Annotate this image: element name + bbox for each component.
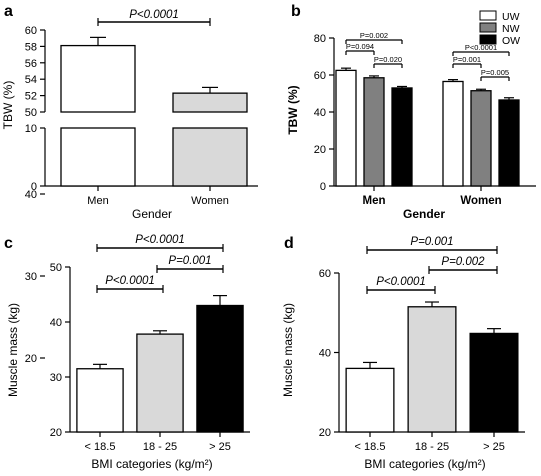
panel-b-label: b [291, 3, 301, 20]
y-tick-label: 30 [50, 372, 62, 384]
p-value-label: P<0.0001 [135, 234, 185, 246]
bar [407, 306, 457, 433]
panel-b-xlabel: Gender [403, 207, 445, 221]
y-tick-label: 60 [314, 70, 326, 82]
y-tick-label: 0 [320, 181, 326, 193]
p-value-label: P<0.0001 [129, 9, 179, 21]
p-value-label: P=0.001 [453, 55, 481, 64]
bar-lower [172, 127, 248, 187]
p-value-label: P=0.020 [374, 55, 402, 64]
bar [76, 368, 124, 433]
y-tick-label: 56 [25, 58, 37, 70]
y-tick-label: 50 [50, 262, 62, 274]
y-tick-label: 40 [25, 189, 37, 201]
y-tick-label: 20 [25, 353, 37, 365]
y-tick-label: 60 [319, 268, 331, 280]
bar [136, 333, 184, 433]
x-tick-label: > 25 [209, 441, 231, 453]
panel-d-ylabel: Muscle mass (kg) [281, 303, 295, 397]
legend-swatch [479, 10, 497, 21]
p-value-label: P=0.094 [346, 42, 374, 51]
panel-c-label: c [4, 235, 13, 252]
y-tick-label: 80 [314, 33, 326, 45]
x-tick-label: Women [191, 195, 229, 207]
bar [470, 90, 492, 187]
panel-b: b TBW (%) Gender 0 20 40 60 80 Men Women P=0.00… [286, 3, 536, 221]
y-tick-label: 58 [25, 41, 37, 53]
legend-swatch [479, 34, 497, 45]
y-tick-label: 10 [25, 123, 37, 135]
y-tick-label: 0 [31, 181, 37, 193]
p-value-label: P<0.0001 [105, 275, 155, 287]
panel-a-plot: 0 10 20 30 40 50 52 54 56 58 60 Men Women P<0.0001 [25, 9, 258, 365]
x-tick-label: > 25 [483, 441, 505, 453]
y-tick-label: 40 [50, 317, 62, 329]
panel-a-xlabel: Gender [132, 207, 172, 221]
bar [442, 80, 464, 187]
p-value-label: P=0.002 [441, 256, 485, 268]
legend-label: OW [502, 35, 520, 47]
bar [196, 304, 244, 433]
x-tick-label: Men [87, 195, 108, 207]
x-tick-label: Men [363, 195, 386, 207]
legend-label: NW [502, 23, 520, 35]
legend-swatch [479, 22, 497, 33]
panel-c-plot: 20 30 40 50 < 18.5 18 - 25 > 25 P<0.0001 P<0.000… [50, 234, 250, 453]
legend-label: UW [502, 11, 520, 23]
panel-a-ylabel: TBW (%) [1, 81, 15, 130]
y-tick-label: 20 [319, 427, 331, 439]
p-value-label: P=0.001 [410, 236, 453, 248]
p-value-label: P<0.0001 [376, 276, 426, 288]
y-tick-label: 40 [319, 348, 331, 360]
panel-c-ylabel: Muscle mass (kg) [6, 303, 20, 397]
x-tick-label: 18 - 25 [143, 441, 177, 453]
panel-a-label: a [4, 3, 13, 20]
bar-upper [60, 44, 136, 113]
panel-b-ylabel: TBW (%) [286, 85, 300, 134]
panel-d-plot: 20 40 60 < 18.5 18 - 25 > 25 P=0.001 P<0.0001 P=… [319, 236, 525, 453]
p-value-label: P=0.001 [168, 255, 211, 267]
x-tick-label: < 18.5 [85, 441, 116, 453]
bar [498, 99, 520, 187]
bar [391, 87, 413, 187]
y-tick-label: 50 [25, 107, 37, 119]
y-tick-label: 54 [25, 74, 37, 86]
y-tick-label: 20 [314, 144, 326, 156]
p-value-label: P=0.002 [360, 31, 388, 40]
bar [363, 77, 385, 187]
x-tick-label: < 18.5 [355, 441, 386, 453]
x-tick-label: 18 - 25 [415, 441, 449, 453]
bar [469, 332, 519, 433]
panel-c-xlabel: BMI categories (kg/m²) [91, 457, 212, 471]
p-value-label: P<0.0001 [465, 43, 497, 52]
p-value-label: P=0.005 [481, 68, 509, 77]
y-tick-label: 40 [314, 107, 326, 119]
bar [335, 69, 357, 187]
panel-d-label: d [284, 235, 294, 252]
y-tick-label: 30 [25, 271, 37, 283]
y-tick-label: 20 [50, 427, 62, 439]
bar-upper [172, 92, 248, 113]
panel-c: c Muscle mass (kg) BMI categories (kg/m²… [4, 234, 250, 471]
panel-d-xlabel: BMI categories (kg/m²) [364, 457, 485, 471]
y-tick-label: 52 [25, 91, 37, 103]
bar-lower [60, 127, 136, 187]
x-tick-label: Women [460, 195, 501, 207]
panel-a: a TBW (%) Gender 0 10 20 30 40 50 52 54 56 58 60 Me… [1, 3, 258, 365]
panel-d: d Muscle mass (kg) BMI categories (kg/m²… [281, 235, 525, 471]
bar [345, 367, 395, 433]
y-tick-label: 60 [25, 25, 37, 37]
